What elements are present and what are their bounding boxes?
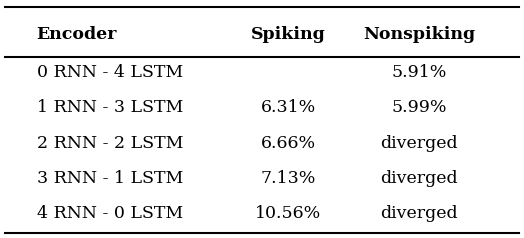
Text: Nonspiking: Nonspiking	[363, 26, 475, 43]
Text: 5.91%: 5.91%	[391, 64, 447, 81]
Text: Encoder: Encoder	[37, 26, 117, 43]
Text: 1 RNN - 3 LSTM: 1 RNN - 3 LSTM	[37, 99, 183, 116]
Text: 3 RNN - 1 LSTM: 3 RNN - 1 LSTM	[37, 170, 183, 187]
Text: 4 RNN - 0 LSTM: 4 RNN - 0 LSTM	[37, 205, 183, 222]
Text: diverged: diverged	[380, 205, 458, 222]
Text: 6.31%: 6.31%	[260, 99, 316, 116]
Text: 10.56%: 10.56%	[255, 205, 321, 222]
Text: 6.66%: 6.66%	[260, 134, 316, 152]
Text: 2 RNN - 2 LSTM: 2 RNN - 2 LSTM	[37, 134, 183, 152]
Text: diverged: diverged	[380, 134, 458, 152]
Text: 5.99%: 5.99%	[391, 99, 447, 116]
Text: 7.13%: 7.13%	[260, 170, 316, 187]
Text: diverged: diverged	[380, 170, 458, 187]
Text: Spiking: Spiking	[251, 26, 325, 43]
Text: 0 RNN - 4 LSTM: 0 RNN - 4 LSTM	[37, 64, 183, 81]
